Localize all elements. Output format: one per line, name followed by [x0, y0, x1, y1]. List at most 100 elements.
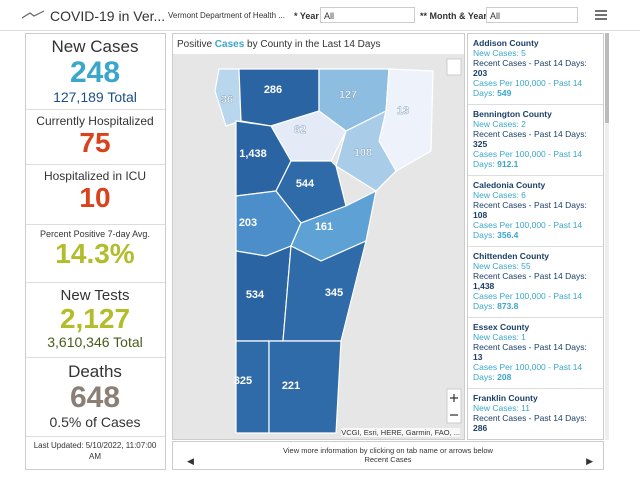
next-arrow[interactable]: ▶	[586, 456, 593, 466]
county-shape	[268, 340, 342, 434]
map-title-text: Positive	[177, 39, 215, 50]
stat-value: 75	[79, 127, 111, 158]
county-per100k-value: 356.4	[497, 230, 519, 240]
county-name: Chittenden County	[473, 251, 550, 261]
county-label: 286	[264, 84, 282, 96]
app-title: COVID-19 in Ver...	[50, 8, 166, 24]
stat-card: Deaths 648 0.5% of Cases	[25, 358, 165, 437]
stat-value: 14.3%	[55, 238, 135, 269]
county-label: 108	[354, 147, 372, 159]
stat-label: Percent Positive 7-day Avg.	[40, 229, 150, 239]
map-panel: Positive Cases by County in the Last 14 …	[172, 33, 465, 440]
county-label: 161	[315, 221, 333, 233]
stats-column	[25, 33, 166, 470]
map-title: Positive Cases by County in the Last 14 …	[177, 39, 380, 50]
header: COVID-19 in Ver... Vermont Department of…	[0, 0, 640, 31]
county-item: Franklin County New Cases: 11 Recent Cases…	[468, 389, 603, 439]
county-recent-label: Recent Cases - Past 14 Days:	[473, 342, 587, 352]
map-title-emphasis: Cases	[214, 39, 245, 50]
stat-value: 2,127	[59, 303, 131, 334]
stat-value: 248	[69, 56, 121, 89]
county-per100k-value: 549	[497, 88, 512, 98]
footer-tab[interactable]: Recent Cases	[364, 455, 412, 464]
county-per100k-label: Cases Per 100,000 - Past 14 Days:	[473, 78, 583, 98]
county-new: New Cases: 11	[473, 403, 531, 413]
map: 36 286 127 13 62 1,438 108 544 203 161 534 345 325 22…	[173, 54, 464, 439]
county-label: 221	[282, 380, 300, 392]
stat-sub: 0.5% of Cases	[49, 414, 141, 430]
county-per100k-value: 873.8	[497, 301, 519, 311]
county-name: Addison County	[473, 38, 539, 48]
stat-label: New Cases	[51, 37, 139, 56]
county-recent-label: Recent Cases - Past 14 Days:	[473, 271, 587, 281]
county-recent-value: 108	[473, 210, 488, 220]
county-label: 544	[296, 178, 315, 190]
stat-label: Hospitalized in ICU	[43, 169, 147, 183]
county-label: 534	[246, 289, 265, 301]
filter-select[interactable]: All	[486, 7, 578, 23]
bookmark-button[interactable]	[446, 58, 462, 76]
stat-card: Hospitalized in ICU 10	[25, 165, 165, 225]
county-name: Bennington County	[473, 109, 552, 119]
county-label: 36	[221, 94, 233, 106]
county-recent-label: Recent Cases - Past 14 Days:	[473, 129, 587, 139]
counties	[214, 68, 434, 434]
stat-label: Deaths	[68, 362, 122, 381]
map-title-text: by County in the Last 14 Days	[244, 39, 381, 50]
stat-sub: 127,189 Total	[53, 89, 137, 105]
county-per100k-label: Cases Per 100,000 - Past 14 Days:	[473, 291, 583, 311]
county-label: 13	[397, 105, 409, 117]
county-label: 203	[239, 217, 257, 229]
stat-value: 10	[79, 182, 111, 213]
footer: View more information by clicking on tab…	[172, 441, 604, 470]
logo	[22, 10, 45, 19]
county-recent-label: Recent Cases - Past 14 Days:	[473, 58, 587, 68]
stat-card: New Cases 248 127,189 Total	[25, 33, 165, 110]
county-name: Caledonia County	[473, 180, 546, 190]
county-name: Essex County	[473, 322, 530, 332]
county-item: Chittenden County New Cases: 55 Recent Cas…	[468, 247, 603, 318]
county-per100k-value: 912.1	[497, 159, 519, 169]
county-per100k: Cases Per 100,000 - Past 14 Days: 208	[473, 362, 598, 382]
menu-icon[interactable]	[594, 8, 608, 22]
county-new: New Cases: 2	[473, 119, 526, 129]
county-recent-value: 286	[473, 423, 488, 433]
county-per100k-label: Cases Per 100,000 - Past 14 Days:	[473, 362, 583, 382]
stat-value: 648	[69, 381, 121, 414]
county-recent-value: 1,438	[473, 281, 495, 291]
county-label: 345	[325, 287, 343, 299]
filter-label: ** Month & Year	[420, 11, 487, 21]
app-subtitle: Vermont Department of Health ...	[168, 11, 285, 20]
stat-label: New Tests	[60, 287, 130, 304]
county-recent-label: Recent Cases - Past 14 Days:	[473, 200, 587, 210]
county-shape	[235, 340, 270, 434]
county-per100k: Cases Per 100,000 - Past 14 Days: 873.8	[473, 291, 598, 311]
county-new: New Cases: 5	[473, 48, 526, 58]
scrollbar	[605, 33, 609, 440]
county-item: Bennington County New Cases: 2 Recent Case…	[468, 105, 603, 176]
stat-label: Currently Hospitalized	[36, 114, 154, 128]
last-updated: Last Updated: 5/10/2022, 11:07:00 AM	[33, 441, 157, 461]
county-per100k-value: 208	[497, 372, 512, 382]
county-new: New Cases: 55	[473, 261, 531, 271]
stat-card: Percent Positive 7-day Avg. 14.3%	[25, 225, 165, 283]
filter-select[interactable]: All	[320, 7, 415, 23]
footer-hint: View more information by clicking on tab…	[283, 446, 493, 455]
county-label: 325	[234, 375, 252, 387]
prev-arrow[interactable]: ◀	[187, 456, 194, 466]
county-label: 1,438	[239, 148, 267, 160]
county-per100k: Cases Per 100,000 - Past 14 Days: 356.4	[473, 220, 598, 240]
county-per100k-label: Cases Per 100,000 - Past 14 Days:	[473, 220, 583, 240]
county-recent-value: 203	[473, 68, 488, 78]
county-label: 62	[294, 124, 306, 136]
filter-label: * Year	[294, 11, 319, 21]
county-recent-value: 13	[473, 352, 483, 362]
county-item: Caledonia County New Cases: 6 Recent Cases…	[468, 176, 603, 247]
county-per100k: Cases Per 100,000 - Past 14 Days: 549	[473, 78, 598, 98]
county-item: Essex County New Cases: 1 Recent Cases - P…	[468, 318, 603, 389]
county-new: New Cases: 1	[473, 332, 526, 342]
county-label: 127	[339, 89, 357, 101]
county-shape	[214, 68, 242, 127]
county-new: New Cases: 6	[473, 190, 526, 200]
